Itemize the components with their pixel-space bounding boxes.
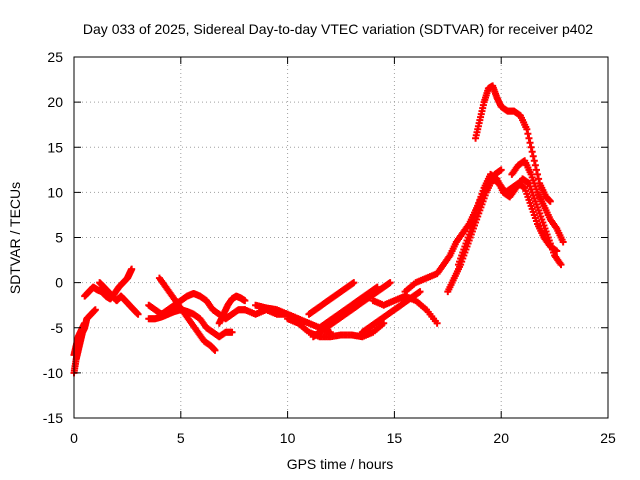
data-point [373, 283, 381, 291]
data-point [523, 125, 531, 133]
data-point [134, 310, 142, 318]
data-point [472, 209, 480, 217]
x-tick-label: 20 [493, 430, 509, 446]
y-tick-label: 5 [55, 230, 63, 246]
data-point [471, 213, 478, 221]
data-point [467, 224, 475, 232]
data-point [557, 261, 565, 269]
data-point [524, 130, 532, 138]
data-point [241, 297, 249, 305]
x-tick-label: 15 [387, 430, 403, 446]
series-arc-13 [309, 279, 394, 341]
x-tick-label: 10 [280, 430, 296, 446]
x-tick-label: 0 [70, 430, 78, 446]
y-tick-label: 15 [47, 139, 63, 155]
y-axis-label: SDTVAR / TECUs [7, 182, 23, 294]
data-point [433, 319, 441, 327]
x-tick-label: 25 [600, 430, 616, 446]
series-arc-11 [284, 315, 388, 341]
data-point [530, 157, 538, 165]
data-point [386, 279, 394, 287]
series-arc-16 [369, 292, 441, 327]
y-tick-label: 25 [47, 49, 63, 65]
y-tick-label: -10 [43, 365, 63, 381]
data-point [529, 152, 537, 160]
data-point [228, 328, 236, 336]
axis-ticks: 0 5 10 15 20 25 -15 -10 -5 0 5 10 15 20 25 [43, 49, 616, 446]
data-point [380, 319, 388, 327]
y-tick-label: 0 [55, 275, 63, 291]
series-arc-17 [401, 166, 505, 296]
data-point [469, 217, 477, 225]
y-tick-label: -5 [51, 320, 64, 336]
data-point [535, 175, 543, 183]
data-point [91, 306, 99, 314]
x-tick-label: 5 [177, 430, 185, 446]
y-tick-label: -15 [43, 410, 63, 426]
grid-lines [74, 57, 608, 418]
data-point [497, 166, 505, 174]
data-point [525, 134, 533, 142]
data-point [473, 206, 481, 214]
y-tick-label: 20 [47, 94, 63, 110]
series-arc-7 [155, 274, 219, 354]
series-arc-6 [145, 306, 236, 341]
data-point [559, 238, 567, 246]
data-point [468, 221, 476, 229]
data-point [128, 265, 136, 273]
data-point [81, 319, 89, 327]
data-point [211, 346, 219, 354]
data-point [350, 279, 358, 287]
data-point [532, 166, 540, 174]
chart-title: Day 033 of 2025, Sidereal Day-to-day VTE… [83, 21, 593, 37]
series-arc-3 [81, 265, 136, 303]
x-axis-label: GPS time / hours [287, 456, 394, 472]
data-point [534, 170, 542, 178]
y-tick-label: 10 [47, 184, 63, 200]
series-arc-8 [215, 292, 249, 327]
series-arc-20 [472, 82, 554, 205]
data-points [70, 82, 567, 377]
series-arc-4 [96, 279, 142, 318]
series-arc-21 [508, 157, 567, 246]
series-arc-14 [316, 283, 381, 332]
data-point [416, 288, 424, 296]
data-point [526, 139, 534, 147]
series-arc-19 [454, 170, 565, 269]
data-point [527, 143, 535, 151]
series-arc-2 [70, 319, 89, 359]
series-arc-12 [305, 279, 358, 318]
data-point [546, 197, 554, 205]
data-point [531, 161, 539, 169]
data-point [528, 148, 536, 156]
